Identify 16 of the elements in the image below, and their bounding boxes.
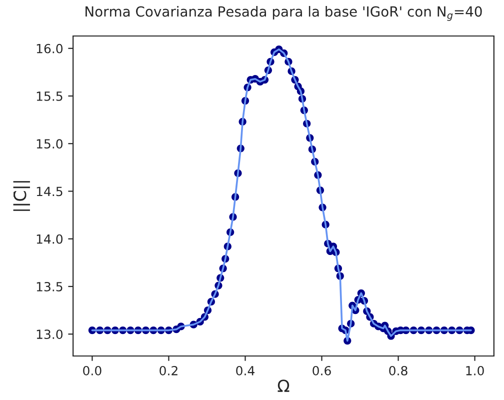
x-tick-label: 1.0 [466, 366, 484, 376]
x-axis-title: Ω [278, 380, 290, 392]
x-tick-label: 0.4 [236, 366, 254, 376]
y-tick-label: 15.5 [36, 92, 62, 101]
y-tick-label: 15.0 [36, 139, 63, 149]
y-tick-label: 13.5 [36, 282, 62, 292]
chart-title: Norma Covarianza Pesada para la base 'IGoR' con N$_{g}$=40 [86, 6, 482, 21]
x-tick-label: 0.8 [389, 366, 408, 376]
y-tick-label: 14.0 [36, 234, 63, 244]
y-tick-label: 16.0 [36, 44, 63, 54]
y-tick-label: 14.5 [36, 186, 62, 196]
x-tick-label: 0.0 [83, 366, 102, 376]
y-axis-title: ||C̄|| [13, 181, 30, 211]
x-tick-label: 0.6 [312, 366, 331, 376]
x-tick-label: 0.2 [160, 366, 178, 376]
y-tick-label: 13.0 [36, 330, 63, 340]
